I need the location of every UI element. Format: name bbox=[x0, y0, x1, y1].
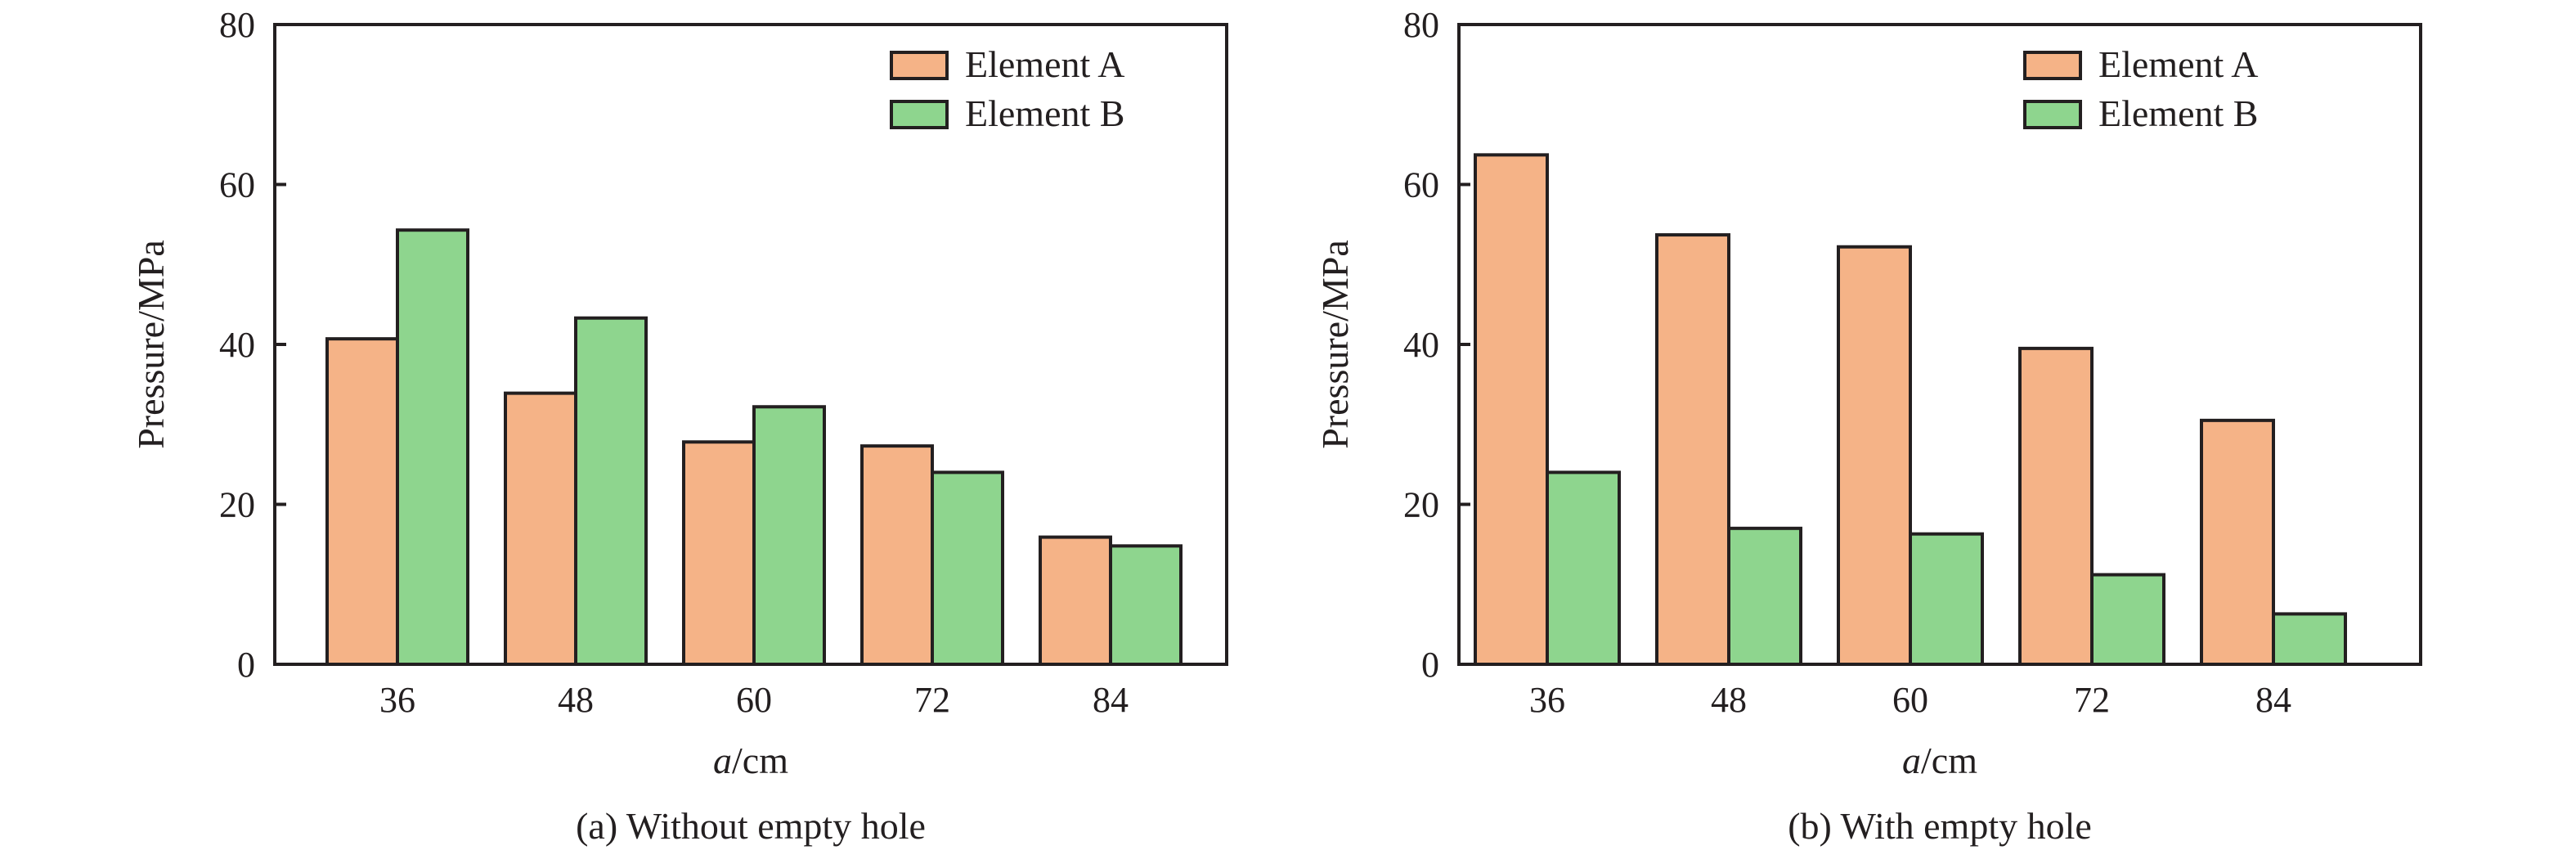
x-tick-label: 36 bbox=[379, 680, 415, 720]
bar-element-b-84 bbox=[1109, 544, 1183, 667]
x-tick-label: 84 bbox=[2255, 680, 2291, 720]
x-tick-label: 48 bbox=[558, 680, 594, 720]
y-axis-label: Pressure/MPa bbox=[1314, 240, 1356, 449]
bar-element-b-60 bbox=[752, 405, 826, 666]
legend-label: Element B bbox=[965, 92, 1124, 134]
bar-element-b-48 bbox=[1727, 526, 1802, 667]
bar-element-a-48 bbox=[504, 391, 577, 666]
legend-swatch bbox=[2023, 51, 2082, 80]
x-tick-label: 72 bbox=[2074, 680, 2110, 720]
bar-element-b-72 bbox=[2090, 573, 2165, 667]
bar-element-b-48 bbox=[574, 316, 648, 666]
chart-panel-b: 0 20 40 60 80 36 48 60 72 84 Pressure/MPa a/cm (b) W… bbox=[1314, 5, 2422, 847]
bar-element-b-36 bbox=[1546, 470, 1621, 667]
chart-panel-a: 0 20 40 60 80 36 48 60 72 84 Pressure/MPa a/cm (a) W… bbox=[130, 5, 1228, 847]
x-tick-label: 72 bbox=[914, 680, 950, 720]
bar-element-a-60 bbox=[682, 440, 756, 666]
bar-element-a-72 bbox=[2018, 346, 2094, 666]
bar-element-b-84 bbox=[2272, 612, 2347, 666]
x-axis-label-unit: /cm bbox=[1921, 740, 1977, 781]
y-tick-label: 20 bbox=[1403, 485, 1439, 525]
x-tick-label: 48 bbox=[1711, 680, 1747, 720]
bar-element-a-84 bbox=[2200, 418, 2275, 666]
x-axis-label-variable: a bbox=[1902, 740, 1921, 781]
y-tick-label: 20 bbox=[219, 485, 255, 525]
y-axis-label: Pressure/MPa bbox=[130, 240, 172, 449]
bar-element-a-48 bbox=[1655, 233, 1730, 666]
legend-swatch bbox=[890, 51, 949, 80]
y-tick-label: 80 bbox=[1403, 5, 1439, 45]
legend-label: Element A bbox=[965, 43, 1124, 85]
x-tick-label: 60 bbox=[736, 680, 772, 720]
panel-caption: (b) With empty hole bbox=[1788, 805, 2092, 847]
panel-caption: (a) Without empty hole bbox=[576, 805, 926, 847]
y-tick-label: 0 bbox=[1421, 645, 1439, 685]
bar-element-a-36 bbox=[325, 337, 399, 666]
y-tick-label: 80 bbox=[219, 5, 255, 45]
bar-element-b-36 bbox=[396, 228, 469, 666]
y-tick-label: 40 bbox=[1403, 325, 1439, 365]
x-axis-label: a/cm bbox=[713, 740, 788, 781]
bar-element-a-36 bbox=[1474, 153, 1549, 666]
bar-element-b-60 bbox=[1909, 532, 1984, 666]
x-tick-label: 36 bbox=[1529, 680, 1565, 720]
bar-element-b-72 bbox=[931, 470, 1004, 667]
y-tick-label: 60 bbox=[1403, 165, 1439, 205]
legend-swatch bbox=[2023, 100, 2082, 129]
legend-label: Element A bbox=[2098, 43, 2258, 85]
legend-label: Element B bbox=[2098, 92, 2258, 134]
bar-element-a-60 bbox=[1837, 245, 1912, 666]
legend-swatch bbox=[890, 100, 949, 129]
x-tick-label: 60 bbox=[1892, 680, 1928, 720]
x-axis-label-variable: a bbox=[713, 740, 732, 781]
y-tick-label: 40 bbox=[219, 325, 255, 365]
x-tick-label: 84 bbox=[1093, 680, 1129, 720]
y-tick-label: 0 bbox=[237, 645, 255, 685]
bar-element-a-84 bbox=[1039, 535, 1112, 667]
bar-element-a-72 bbox=[860, 444, 934, 667]
x-axis-label: a/cm bbox=[1902, 740, 1977, 781]
x-axis-label-unit: /cm bbox=[732, 740, 788, 781]
y-tick-label: 60 bbox=[219, 165, 255, 205]
